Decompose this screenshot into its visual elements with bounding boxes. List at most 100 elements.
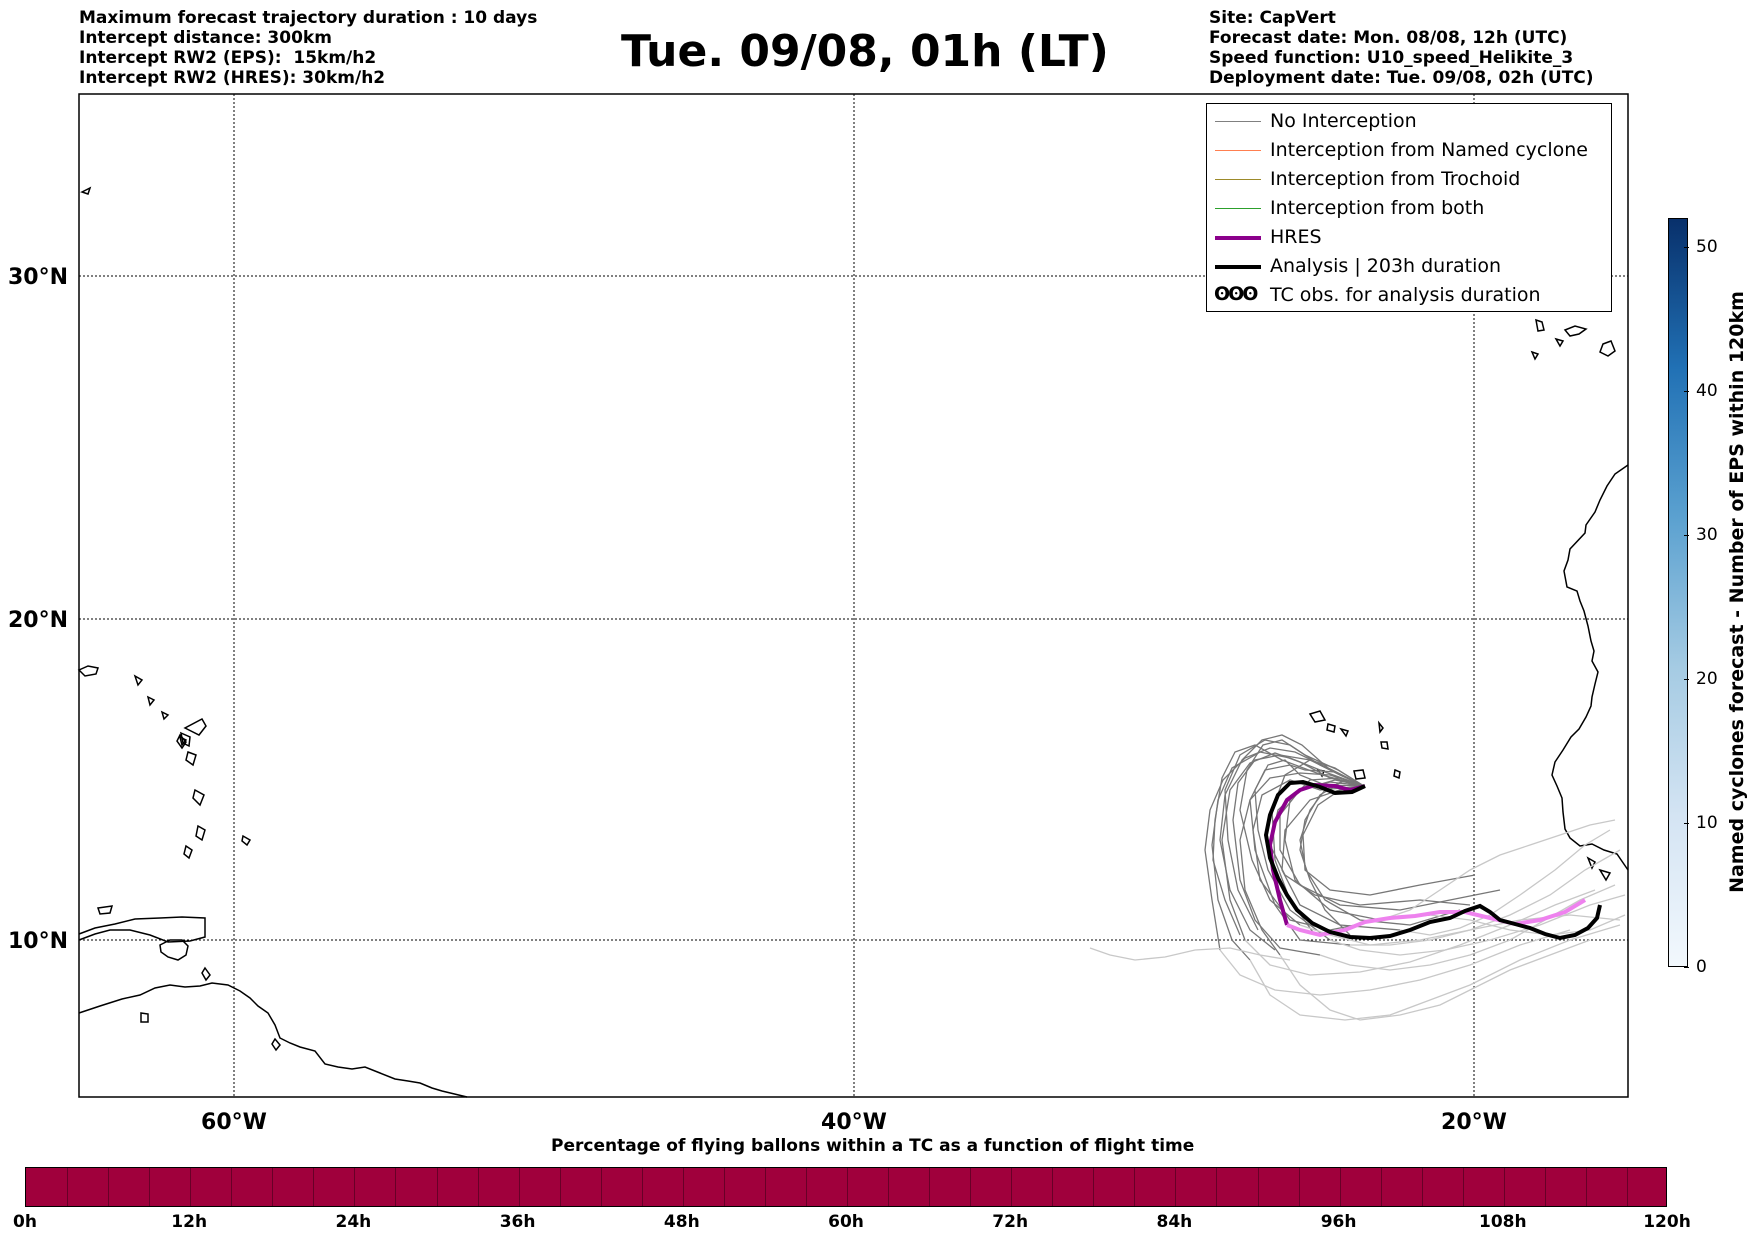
coastlines xyxy=(77,186,1629,1098)
island-cape-verde-1 xyxy=(1308,710,1327,723)
bar-segment-divider xyxy=(1052,1168,1054,1206)
bar-segment-divider xyxy=(436,1168,438,1206)
hres-trajectory-late xyxy=(1286,898,1587,938)
param-line: Intercept RW2 (HRES): 30km/h2 xyxy=(79,68,386,88)
bar-tick-label: 84h xyxy=(1156,1212,1193,1232)
legend-label: Analysis | 203h duration xyxy=(1270,255,1502,277)
lat-label-10n: 10°N xyxy=(8,929,68,954)
island-canary-1 xyxy=(1535,318,1545,332)
legend-item-trochoid: Interception from Trochoid xyxy=(1207,167,1611,191)
bar-segment-divider xyxy=(231,1168,233,1206)
eps-trajectory-late xyxy=(1350,849,1621,946)
bar-segment-divider xyxy=(149,1168,151,1206)
trinidad-coast xyxy=(159,939,189,961)
lon-label-40w: 40°W xyxy=(821,1110,887,1135)
legend-swatch xyxy=(1215,236,1261,240)
island-antigua xyxy=(179,731,191,748)
bar-segment-divider xyxy=(354,1168,356,1206)
bar-segment-divider xyxy=(1216,1168,1218,1206)
bottom-bar-title: Percentage of flying ballons within a TC… xyxy=(551,1136,1195,1156)
colorbar-tick-mark xyxy=(1684,967,1689,968)
island-barbados xyxy=(185,751,197,767)
site-line: Site: CapVert xyxy=(1209,8,1336,28)
island-canary-2 xyxy=(1563,325,1588,337)
bar-tick-label: 24h xyxy=(335,1212,372,1232)
bar-segment-divider xyxy=(313,1168,315,1206)
bar-segment-divider xyxy=(682,1168,684,1206)
eps-trajectory-late xyxy=(1399,829,1611,936)
island-cape-verde-4 xyxy=(1377,720,1384,734)
hres-trajectory xyxy=(1267,782,1366,926)
eps-trajectory xyxy=(1284,777,1431,921)
bar-tick-label: 108h xyxy=(1479,1212,1527,1232)
eps-trajectory xyxy=(1212,744,1365,936)
eps-trajectory xyxy=(1211,751,1365,961)
bar-segment-divider xyxy=(600,1168,602,1206)
lon-label-20w: 20°W xyxy=(1441,1110,1507,1135)
eps-trajectory xyxy=(1302,785,1476,896)
colorbar-label: Named cyclones forecast - Number of EPS … xyxy=(1726,291,1748,893)
island-tobago xyxy=(241,834,252,847)
bar-tick-label: 60h xyxy=(828,1212,864,1232)
bar-segment-divider xyxy=(888,1168,890,1206)
island-cape-verde-6 xyxy=(1353,769,1366,780)
legend-swatch xyxy=(1215,150,1261,151)
bar-segment-divider xyxy=(518,1168,520,1206)
island-bermuda xyxy=(80,186,92,195)
colorbar-tick-label: 40 xyxy=(1696,380,1718,401)
bar-tick-label: 72h xyxy=(992,1212,1029,1232)
lon-label-60w: 60°W xyxy=(201,1110,267,1135)
eps-trajectories-late xyxy=(1089,819,1626,1021)
map-legend: No Interception Interception from Named … xyxy=(1206,103,1612,312)
island-canary-4 xyxy=(1554,337,1565,348)
colorbar-tick-label: 20 xyxy=(1696,668,1718,689)
bar-segment-divider xyxy=(1093,1168,1095,1206)
legend-item-tc-obs: ʘʘʘ TC obs. for analysis duration xyxy=(1207,283,1611,307)
page-title: Tue. 09/08, 01h (LT) xyxy=(621,26,1109,77)
lat-label-20n: 20°N xyxy=(8,608,68,633)
legend-swatch xyxy=(1215,179,1261,180)
bar-segment-divider xyxy=(847,1168,848,1206)
legend-label: Interception from both xyxy=(1270,197,1485,219)
island-canary-3 xyxy=(1599,340,1616,357)
bar-segment-divider xyxy=(641,1168,643,1206)
bar-segment-divider xyxy=(1626,1168,1628,1206)
island-st-lucia xyxy=(192,788,205,807)
bar-segment-divider xyxy=(395,1168,397,1206)
legend-label: Interception from Trochoid xyxy=(1270,168,1521,190)
bar-segment-divider xyxy=(1421,1168,1423,1206)
bar-segment-divider xyxy=(805,1168,807,1206)
legend-label: No Interception xyxy=(1270,110,1417,132)
bar-segment-divider xyxy=(1544,1168,1546,1206)
bar-segment-divider xyxy=(970,1168,972,1206)
legend-swatch xyxy=(1215,121,1261,122)
bar-segment-divider xyxy=(929,1168,931,1206)
island-puerto-rico xyxy=(77,665,99,677)
bar-segment-divider xyxy=(477,1168,479,1206)
bar-tick-label: 120h xyxy=(1643,1212,1691,1232)
bar-tick-label: 36h xyxy=(499,1212,536,1232)
colorbar-tick-mark xyxy=(1684,822,1689,824)
south-america-coast xyxy=(78,982,468,1098)
bar-segment-divider xyxy=(1298,1168,1300,1206)
eps-trajectory-late xyxy=(1244,889,1596,976)
island-virgin-3 xyxy=(160,710,170,721)
bar-segment-divider xyxy=(190,1168,192,1206)
tc-obs-icon: ʘʘʘ xyxy=(1214,283,1258,305)
island-canary-5 xyxy=(1530,350,1540,361)
legend-label: Interception from Named cyclone xyxy=(1270,139,1588,161)
island-virgin-2 xyxy=(146,695,156,707)
colorbar-tick-label: 50 xyxy=(1696,236,1718,257)
island-martinique xyxy=(271,1037,281,1052)
bar-segment-divider xyxy=(1134,1168,1136,1206)
island-grenada xyxy=(201,966,211,982)
analysis-trajectory xyxy=(1263,779,1602,941)
bar-segment-divider xyxy=(272,1168,274,1206)
island-cape-verde-5 xyxy=(1380,741,1389,750)
bar-tick-label: 0h xyxy=(13,1212,37,1232)
bar-segment-divider xyxy=(1257,1168,1259,1206)
colorbar xyxy=(1668,218,1688,967)
island-cape-verde-2 xyxy=(1326,723,1336,733)
bar-tick-label: 48h xyxy=(663,1212,700,1232)
